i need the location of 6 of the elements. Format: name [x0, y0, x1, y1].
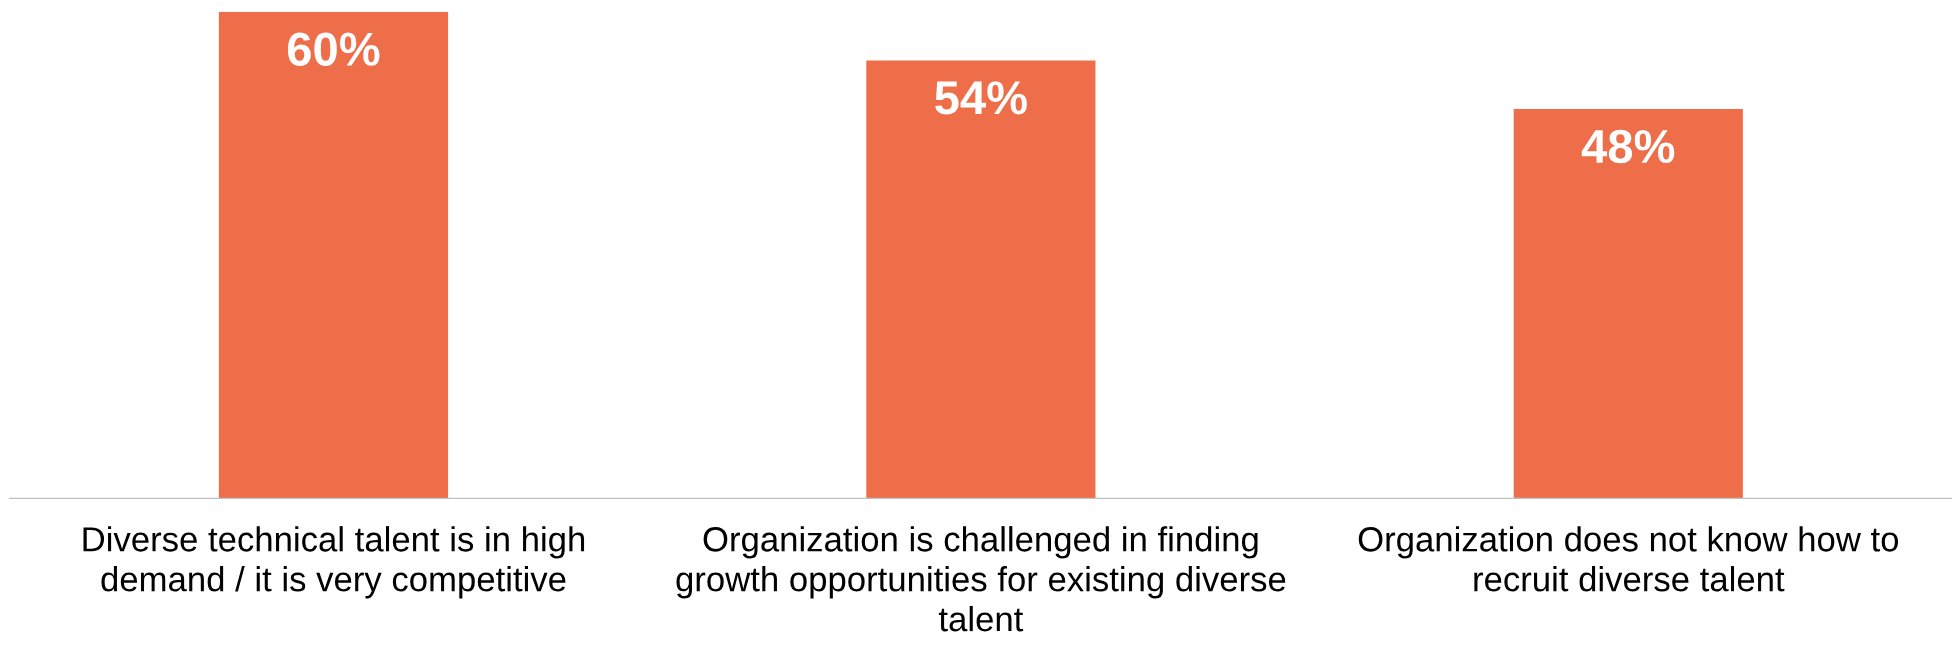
data-label: 60%	[287, 32, 380, 66]
x-tick-label: Organization does not know how to recruit diverse talent	[1358, 526, 1899, 592]
data-label: 54%	[935, 81, 1027, 115]
x-tick-label: Organization is challenged in finding growth opportunities for existing diverse talent	[676, 526, 1286, 632]
x-tick-label: Diverse technical talent is in high demand / it is very competitive	[83, 526, 585, 599]
data-label: 48%	[1581, 129, 1675, 164]
